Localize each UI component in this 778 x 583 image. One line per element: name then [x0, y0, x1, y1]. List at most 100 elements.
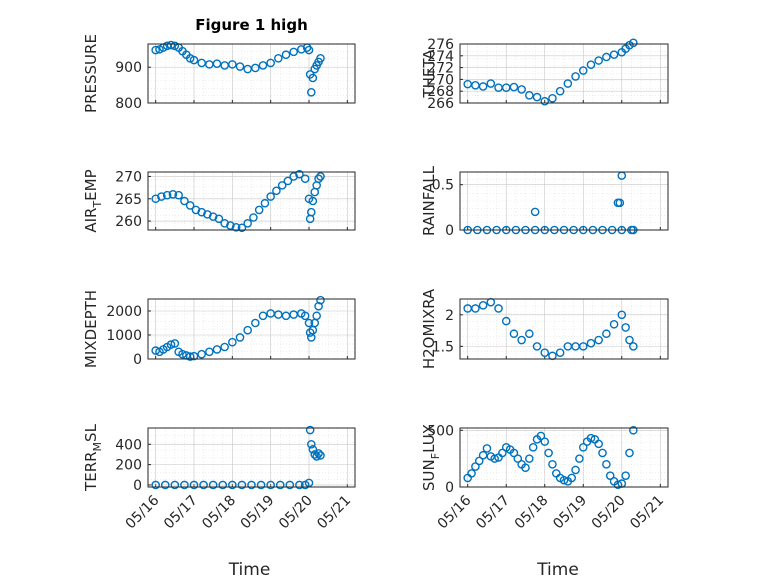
y-axis-label: SUNFLUX	[420, 424, 442, 491]
data-point	[316, 295, 325, 305]
data-point	[548, 460, 557, 469]
data-point	[605, 471, 615, 480]
x-tick-label: 05/18	[512, 493, 552, 533]
data-point	[625, 448, 634, 458]
data-point	[314, 174, 323, 183]
data-point	[575, 454, 584, 463]
y-tick-label: 0	[133, 352, 142, 368]
y-tick-label: 900	[115, 60, 142, 76]
data-point	[308, 196, 318, 206]
y-tick-label: 500	[427, 423, 454, 439]
data-point	[235, 333, 245, 342]
data-point	[509, 448, 519, 458]
data-point	[243, 325, 252, 335]
data-point	[258, 311, 268, 321]
data-point	[260, 198, 270, 208]
axes-frame	[147, 43, 356, 104]
y-axis-label: RAINFALL	[420, 165, 438, 236]
data-point	[160, 480, 170, 490]
data-point	[578, 66, 588, 75]
data-point	[170, 339, 180, 348]
y-tick-label: 260	[115, 214, 142, 230]
data-point	[168, 190, 178, 199]
x-tick-label: 05/21	[314, 493, 354, 533]
data-point	[602, 460, 611, 469]
data-point	[306, 439, 316, 449]
data-point	[586, 60, 596, 69]
x-tick-label: 05/18	[199, 493, 239, 533]
data-point	[166, 340, 176, 349]
data-point	[563, 79, 573, 88]
x-tick-label: 05/20	[276, 493, 316, 533]
data-point	[306, 87, 316, 97]
data-point	[254, 205, 264, 215]
data-point	[555, 86, 565, 96]
subplot-5: 0 1000 2000 MIXDEPTH	[82, 290, 356, 368]
y-axis-label: H2OMIXRA	[420, 288, 438, 369]
data-point	[571, 72, 580, 81]
data-point	[586, 338, 596, 348]
data-point	[220, 342, 229, 352]
data-point	[498, 448, 507, 458]
data-point	[528, 442, 538, 452]
data-point	[536, 431, 546, 441]
axes-frame	[459, 298, 669, 360]
y-tick-label: 0	[445, 480, 454, 496]
data-point	[174, 190, 183, 200]
data-point	[212, 345, 222, 354]
data-point	[594, 335, 603, 345]
data-point	[532, 92, 542, 102]
data-point	[540, 96, 550, 106]
data-point	[467, 469, 476, 478]
data-point	[530, 207, 540, 217]
data-point	[178, 349, 187, 359]
data-point	[266, 192, 275, 201]
data-point	[300, 174, 310, 183]
data-point	[197, 58, 206, 68]
data-point	[513, 454, 523, 463]
subplot-3: 260 265 270 AIRTEMP	[82, 169, 356, 233]
data-point	[517, 335, 526, 345]
data-point	[214, 214, 224, 224]
data-point	[494, 304, 503, 313]
data-point	[567, 473, 577, 483]
data-point	[185, 352, 195, 361]
data-point	[231, 223, 241, 232]
y-tick-label: 800	[115, 96, 142, 112]
y-tick-label: 1000	[106, 328, 142, 344]
x-tick-label: 05/17	[473, 493, 513, 533]
data-point	[314, 449, 323, 458]
data-point	[251, 63, 260, 73]
axes-frame	[459, 171, 669, 231]
data-point	[482, 444, 492, 453]
data-point	[205, 347, 214, 357]
data-point	[308, 73, 318, 83]
data-point	[266, 480, 275, 490]
data-point	[237, 480, 247, 490]
y-tick-label: 265	[115, 192, 142, 208]
data-point	[197, 349, 206, 359]
x-tick-label: 05/17	[161, 493, 201, 533]
y-tick-label: 1.5	[432, 339, 454, 355]
data-point	[185, 201, 195, 210]
data-point	[621, 471, 630, 480]
data-point	[602, 329, 611, 339]
data-point	[501, 316, 511, 326]
data-point	[629, 342, 638, 351]
y-tick-label: 0	[133, 478, 142, 494]
data-point	[162, 190, 172, 200]
y-axis-label: THETA	[420, 49, 438, 99]
data-point	[490, 454, 499, 463]
data-point	[189, 351, 199, 361]
data-point	[258, 61, 268, 70]
y-tick-label: 270	[427, 72, 454, 88]
data-point	[621, 323, 630, 332]
y-axis-label: MIXDEPTH	[82, 290, 100, 368]
data-point	[272, 186, 281, 196]
data-point	[247, 480, 256, 490]
data-point	[532, 342, 542, 351]
axes-frame	[459, 427, 669, 488]
y-tick-label: 200	[115, 458, 142, 474]
data-point	[151, 480, 160, 490]
